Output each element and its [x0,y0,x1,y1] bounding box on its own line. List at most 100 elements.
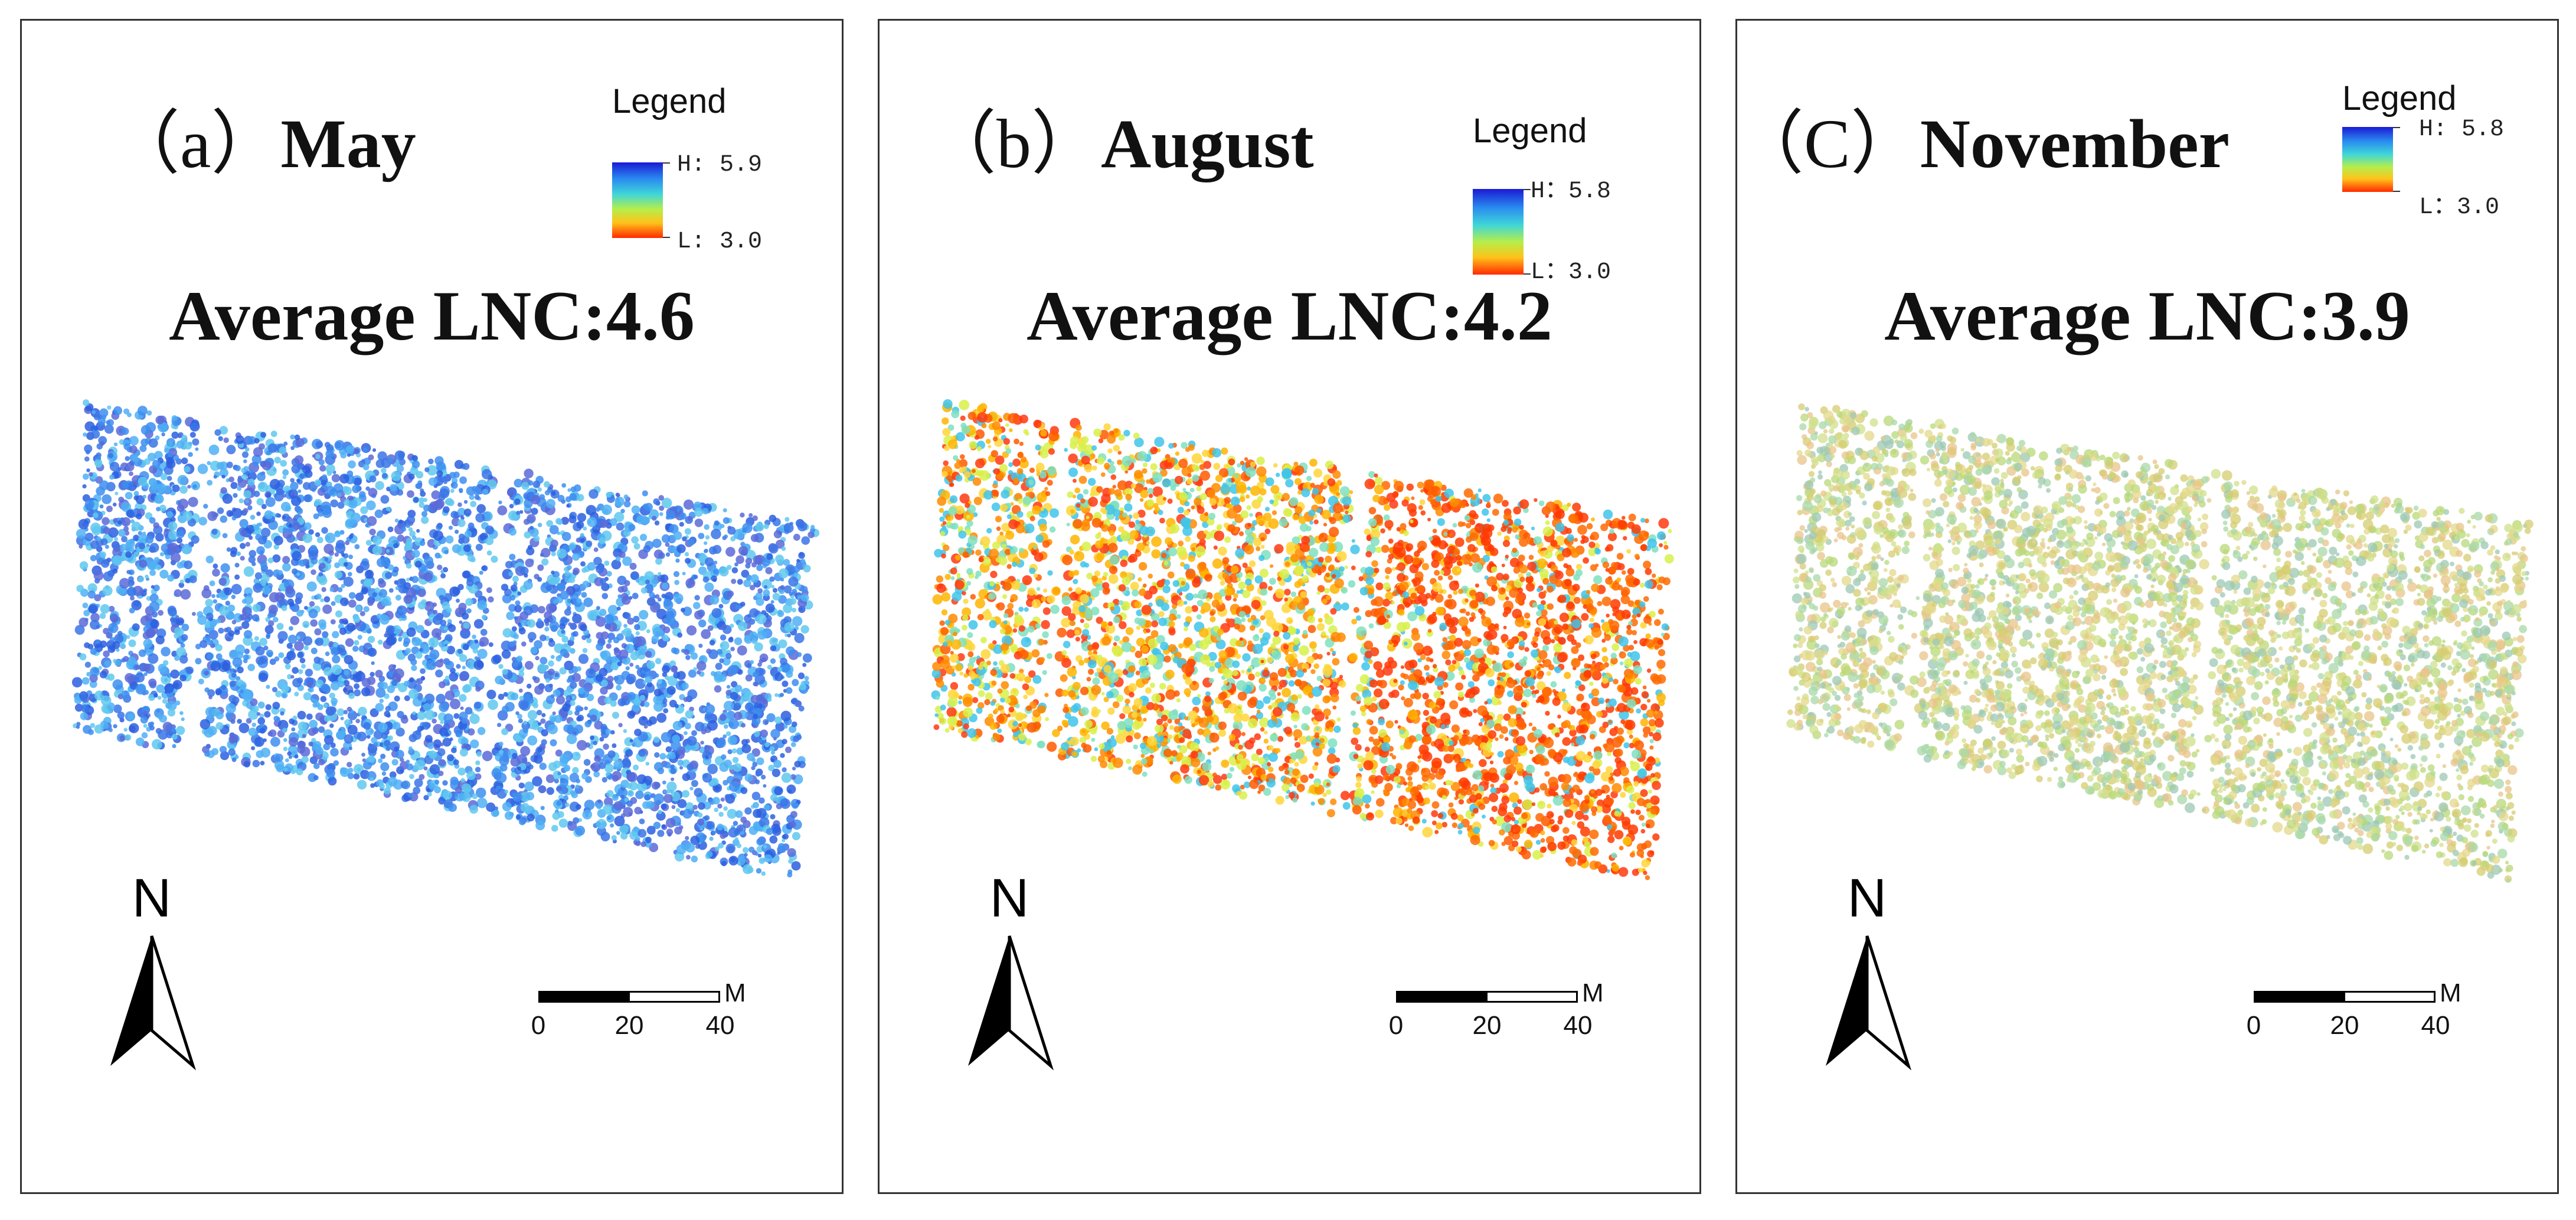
canopy-pixel [742,523,753,533]
canopy-pixel [295,438,305,448]
canopy-pixel [672,735,681,743]
canopy-pixel [643,545,651,553]
canopy-pixel [1482,508,1489,516]
canopy-pixel [635,678,646,689]
canopy-pixel [1627,567,1634,575]
canopy-pixel [337,587,343,592]
canopy-pixel [726,684,731,689]
canopy-pixel [546,585,552,591]
canopy-pixel [523,606,533,616]
canopy-pixel [438,797,446,805]
canopy-pixel [683,697,689,702]
canopy-pixel [370,783,375,788]
canopy-pixel [310,619,318,627]
canopy-pixel [286,642,293,649]
canopy-pixel [176,647,187,658]
canopy-pixel [710,671,716,677]
canopy-pixel [792,678,799,686]
panel-title-prefix: （a） [110,105,281,182]
canopy-pixel [501,640,512,651]
canopy-pixel [606,492,612,498]
canopy-pixel [419,502,425,508]
canopy-pixel [597,799,601,804]
canopy-pixel [379,783,385,790]
canopy-pixel [155,415,165,425]
canopy-pixel [256,750,264,758]
canopy-pixel [298,489,302,493]
canopy-pixel [718,674,727,682]
canopy-pixel [673,571,680,578]
canopy-points [931,399,1674,880]
canopy-pixel [364,578,373,586]
canopy-pixel [428,750,437,759]
canopy-pixel [401,780,411,790]
canopy-pixel [704,704,715,715]
canopy-pixel [1175,451,1180,456]
canopy-pixel [198,678,204,685]
canopy-pixel [290,675,295,679]
canopy-pixel [74,703,83,712]
canopy-pixel [296,507,303,515]
canopy-pixel [502,668,508,675]
canopy-pixel [475,773,482,780]
canopy-pixel [312,454,316,458]
canopy-pixel [1325,635,1329,639]
canopy-pixel [348,592,356,599]
canopy-pixel [541,558,549,566]
canopy-pixel [517,713,522,719]
canopy-pixel [243,566,254,577]
canopy-pixel [318,576,328,585]
canopy-pixel [712,797,720,805]
canopy-pixel [611,559,622,570]
canopy-pixel [486,587,492,593]
canopy-pixel [136,513,142,520]
canopy-pixel [288,523,293,528]
canopy-pixel [115,491,119,495]
canopy-pixel [259,443,265,450]
canopy-pixel [656,608,667,619]
canopy-pixel [619,825,629,834]
canopy-pixel [267,652,273,658]
canopy-pixel [581,592,587,598]
canopy-pixel [115,660,121,667]
canopy-pixel [792,588,797,595]
canopy-pixel [416,625,424,634]
canopy-pixel [175,700,181,706]
canopy-pixel [340,716,344,720]
canopy-pixel [442,780,448,786]
canopy-pixel [303,636,313,646]
canopy-pixel [662,582,669,589]
canopy-pixel [557,771,561,775]
canopy-pixel [631,573,638,580]
canopy-pixel [90,619,100,630]
canopy-pixel [620,832,628,840]
canopy-pixel [659,512,663,516]
canopy-pixel [604,560,610,566]
canopy-pixel [723,700,734,712]
canopy-pixel [170,669,179,679]
canopy-pixel [754,779,760,785]
canopy-pixel [537,747,542,752]
canopy-pixel [633,698,641,706]
canopy-pixel [756,757,764,765]
canopy-pixel [93,426,99,431]
canopy-pixel [599,667,608,677]
canopy-pixel [459,488,463,492]
canopy-pixel [207,726,217,736]
canopy-pixel [729,781,740,792]
canopy-pixel [1176,698,1181,703]
canopy-pixel [221,475,225,479]
canopy-pixel [344,734,354,744]
canopy-pixel [91,410,96,415]
canopy-pixel [491,556,498,563]
canopy-pixel [423,703,431,712]
canopy-pixel [428,458,434,465]
canopy-pixel [596,565,604,574]
canopy-pixel [292,499,299,506]
canopy-pixel [117,631,123,636]
canopy-pixel [369,475,377,482]
canopy-pixel [296,478,300,483]
canopy-pixel [309,719,318,729]
canopy-pixel [540,718,546,724]
canopy-pixel [1094,570,1101,577]
